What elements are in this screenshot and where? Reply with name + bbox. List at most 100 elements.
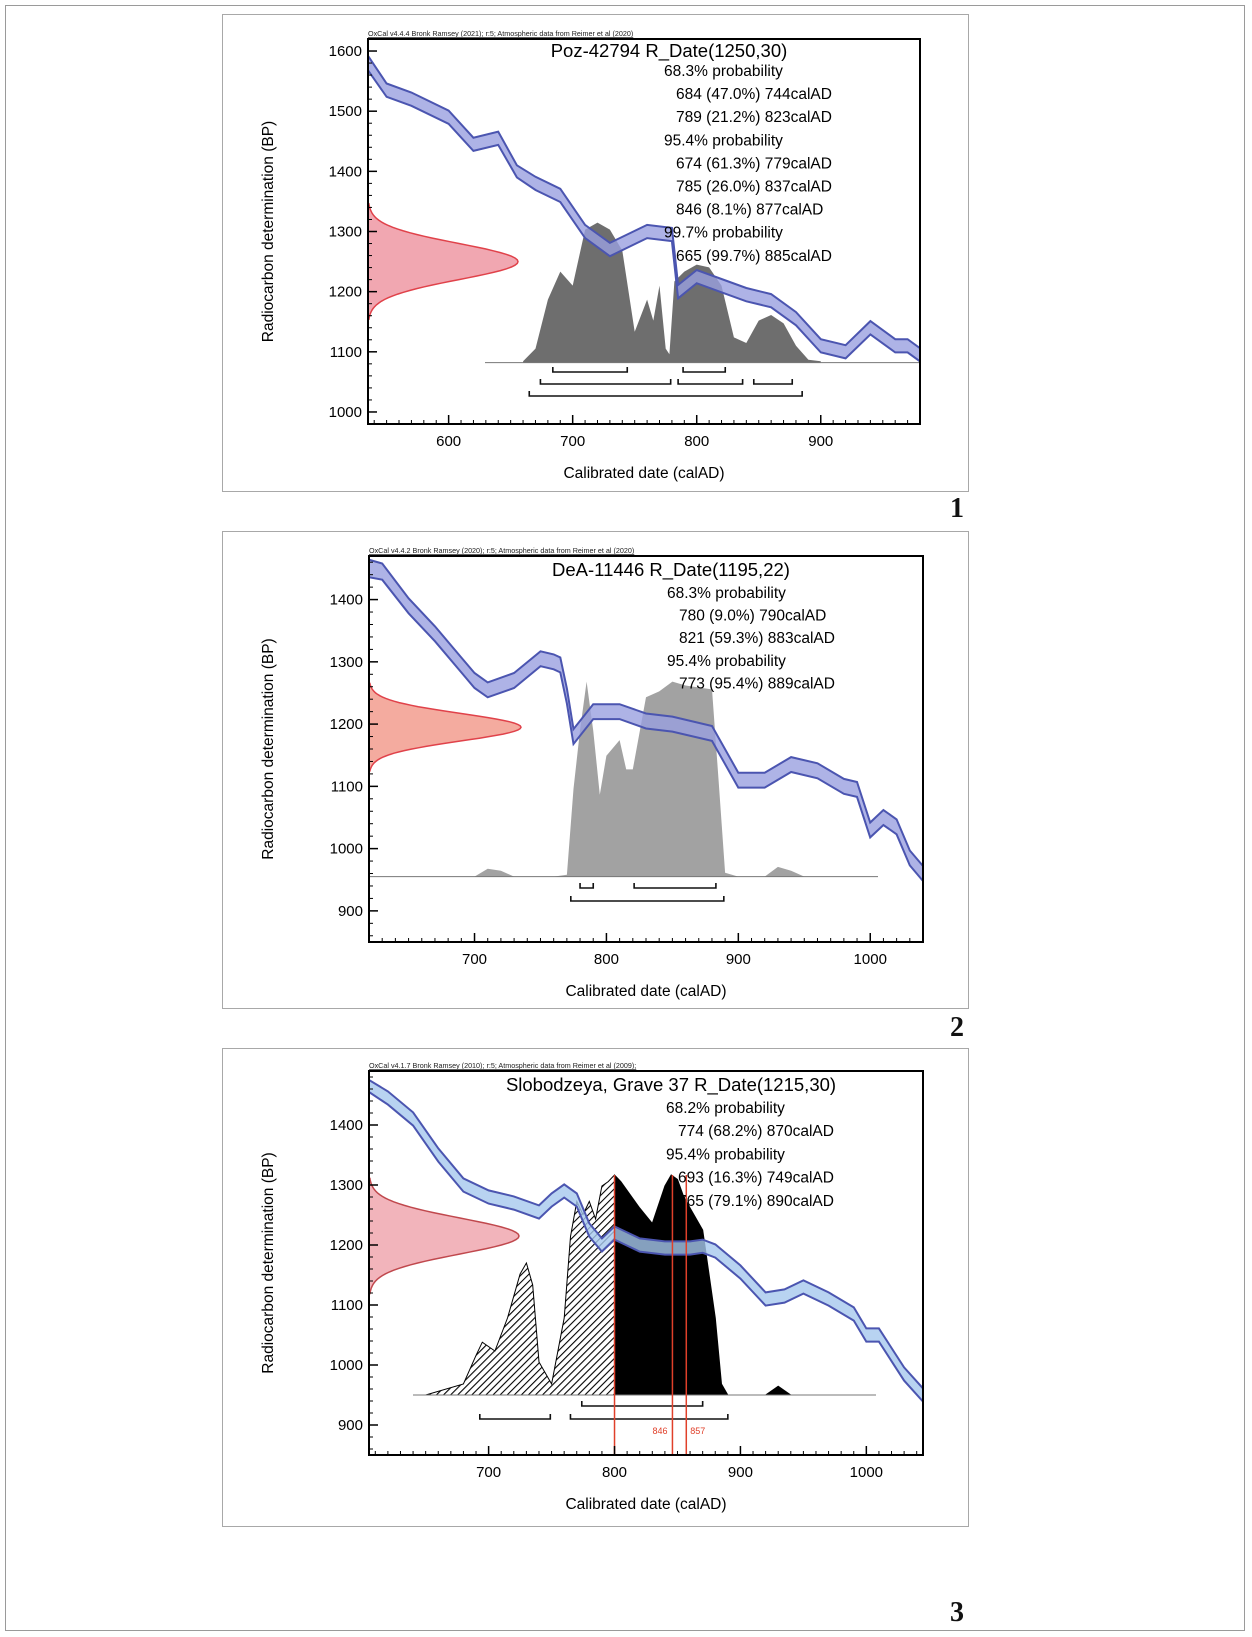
result-probability-heading: 95.4% probability [664, 132, 783, 149]
calibration-curve-lower [368, 69, 920, 363]
y-tick-label: 1300 [330, 654, 363, 671]
calibration-curve-band [369, 1080, 923, 1402]
result-range-line: 684 (47.0%) 744calAD [676, 86, 832, 103]
x-axis-label: Calibrated date (calAD) [563, 465, 724, 482]
result-range-line: 846 (8.1%) 877calAD [676, 202, 823, 219]
calibration-curve-band [369, 559, 923, 881]
chart-title: Poz-42794 R_Date(1250,30) [551, 40, 788, 62]
range-bracket [752, 379, 794, 385]
y-tick-label: 1000 [330, 841, 363, 858]
posterior-hatched-area [425, 1174, 615, 1396]
posterior-distribution [408, 681, 871, 877]
chart-title: Slobodzeya, Grave 37 R_Date(1215,30) [506, 1074, 836, 1096]
y-tick-label: 1200 [330, 716, 363, 733]
range-bracket [682, 367, 727, 373]
x-tick-label: 900 [808, 433, 833, 450]
panel-number-3: 3 [950, 1597, 964, 1628]
result-range-line: 774 (68.2%) 870calAD [678, 1123, 834, 1140]
y-tick-label: 1000 [330, 1357, 363, 1374]
result-probability-heading: 68.3% probability [664, 63, 783, 80]
posterior-solid-area [614, 1174, 842, 1396]
y-tick-label: 1100 [330, 344, 362, 361]
x-tick-label: 600 [436, 433, 461, 450]
result-probability-heading: 68.3% probability [667, 585, 786, 602]
calibration-curve-lower [369, 1091, 923, 1403]
plot-area [369, 1079, 923, 1403]
figure-frame [5, 5, 1245, 1631]
plot-area [368, 55, 920, 364]
range-bracket [579, 883, 595, 889]
chart-panel-2: 700 800 900 1000 900 1000 1100 1200 1300 1400 OxCa… [222, 531, 969, 1009]
y-tick-label: 1100 [331, 1297, 363, 1314]
y-tick-label: 1200 [329, 284, 362, 301]
range-bracket [633, 883, 717, 889]
oxcal-header: OxCal v4.4.4 Bronk Ramsey (2021); r:5; A… [368, 29, 633, 38]
panel-number-1: 1 [950, 493, 964, 524]
y-tick-label: 900 [338, 903, 363, 920]
x-tick-label: 800 [602, 1464, 627, 1481]
y-tick-label: 900 [338, 1417, 363, 1434]
result-probability-heading: 68.2% probability [666, 1100, 785, 1117]
y-axis-label: Radiocarbon determination (BP) [260, 638, 277, 859]
y-tick-label: 1200 [330, 1237, 363, 1254]
range-bracket [570, 896, 725, 902]
x-tick-label: 1000 [854, 951, 887, 968]
result-probability-heading: 99.7% probability [664, 225, 783, 242]
result-range-line: 780 (9.0%) 790calAD [679, 608, 826, 625]
y-tick-label: 1300 [329, 224, 362, 241]
result-range-line: 693 (16.3%) 749calAD [678, 1170, 834, 1187]
y-tick-label: 1100 [331, 778, 363, 795]
range-bracket [479, 1414, 552, 1420]
range-bracket [539, 379, 672, 385]
y-tick-label: 1500 [329, 103, 362, 120]
y-tick-label: 1300 [330, 1177, 363, 1194]
y-tick-label: 1400 [330, 1117, 363, 1134]
measurement-distribution [369, 1177, 520, 1295]
measurement-distribution [369, 682, 522, 772]
oxcal-header: OxCal v4.4.2 Bronk Ramsey (2020); r:5; A… [369, 546, 634, 555]
y-axis-label: Radiocarbon determination (BP) [260, 1152, 277, 1373]
date-marker-label: 857 [690, 1426, 705, 1436]
result-probability-heading: 95.4% probability [667, 653, 786, 670]
x-tick-label: 700 [462, 951, 487, 968]
calibration-curve-upper [369, 1079, 923, 1390]
result-probability-heading: 95.4% probability [666, 1146, 785, 1163]
oxcal-header: OxCal v4.1.7 Bronk Ramsey (2010); r:5; A… [369, 1061, 636, 1070]
measurement-distribution [368, 203, 519, 321]
range-bracket [580, 1401, 704, 1407]
result-range-line: 785 (26.0%) 837calAD [676, 179, 832, 196]
result-range-line: 821 (59.3%) 883calAD [679, 630, 835, 647]
y-tick-label: 1600 [329, 43, 362, 60]
x-axis-label: Calibrated date (calAD) [565, 1496, 726, 1513]
result-range-line: 665 (99.7%) 885calAD [676, 248, 832, 265]
calibration-curve-lower [369, 576, 923, 882]
x-tick-label: 700 [560, 433, 585, 450]
result-range-line: 765 (79.1%) 890calAD [678, 1193, 834, 1210]
calibration-curve-upper [369, 558, 923, 867]
x-tick-label: 900 [726, 951, 751, 968]
chart-svg-3: 846 857 700 800 900 1000 900 1000 1100 1200 1300 14… [260, 1061, 924, 1513]
panel-number-2: 2 [950, 1012, 964, 1043]
chart-svg-2: 700 800 900 1000 900 1000 1100 1200 1300 1400 OxCa… [260, 546, 924, 1000]
y-axis-label: Radiocarbon determination (BP) [260, 121, 277, 342]
plot-area [369, 558, 923, 882]
x-tick-label: 900 [728, 1464, 753, 1481]
result-range-line: 789 (21.2%) 823calAD [676, 109, 832, 126]
date-marker-label: 846 [652, 1426, 667, 1436]
range-bracket [677, 379, 744, 385]
calibration-curve-band [368, 55, 920, 362]
x-tick-label: 800 [684, 433, 709, 450]
range-bracket [552, 367, 629, 373]
posterior-distribution [523, 222, 821, 363]
chart-panel-1: 600 700 800 900 1000 1100 1200 1300 1400 1500 1600… [222, 14, 969, 492]
calibration-curve-upper [368, 55, 920, 350]
chart-panel-3: 846 857 700 800 900 1000 900 1000 1100 1200 1300 14… [222, 1048, 969, 1527]
x-tick-label: 800 [594, 951, 619, 968]
y-tick-label: 1000 [329, 404, 362, 421]
y-tick-label: 1400 [330, 592, 363, 609]
result-range-line: 674 (61.3%) 779calAD [676, 155, 832, 172]
x-axis-label: Calibrated date (calAD) [565, 983, 726, 1000]
result-range-line: 773 (95.4%) 889calAD [679, 675, 835, 692]
range-bracket [528, 391, 803, 397]
chart-title: DeA-11446 R_Date(1195,22) [552, 559, 790, 581]
